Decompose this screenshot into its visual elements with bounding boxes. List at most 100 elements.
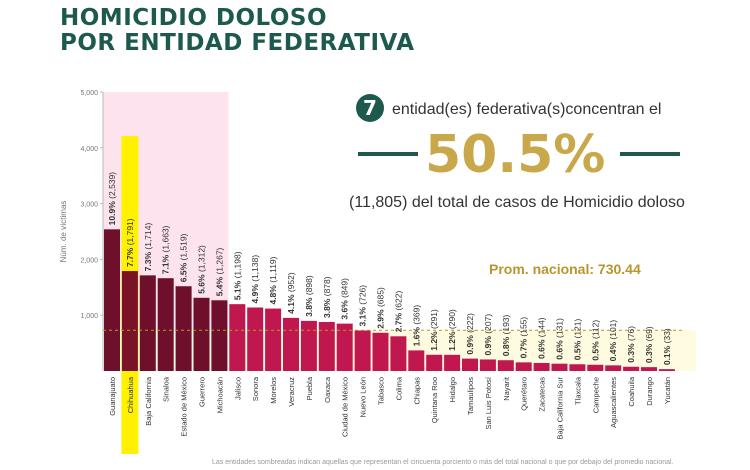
category-label: Baja California Sur xyxy=(556,376,565,439)
category-label: Coahuila xyxy=(627,376,636,406)
data-label: 0.7% (155) xyxy=(519,317,529,359)
bar xyxy=(139,275,156,371)
data-label: 0.3% (69) xyxy=(644,326,654,363)
national-average-label: Prom. nacional: 730.44 xyxy=(489,261,641,277)
data-label: 1.2% (290) xyxy=(447,309,457,351)
category-label: Nayarit xyxy=(502,376,511,401)
data-label: 4.8% (1,119) xyxy=(268,256,278,304)
footnote: Las entidades sombreadas indican aquella… xyxy=(212,459,674,466)
title-line-1: HOMICIDIO DOLOSO xyxy=(60,5,328,31)
data-label: 2.9% (685) xyxy=(376,287,386,329)
bar xyxy=(623,366,640,371)
bar xyxy=(247,307,264,371)
category-label: Tlaxcala xyxy=(573,376,582,405)
data-label: 3.6% (849) xyxy=(340,278,350,320)
data-label: 3.8% (898) xyxy=(304,275,314,317)
bar xyxy=(426,354,443,371)
count-text: entidad(es) federativa(s)concentran el xyxy=(392,101,662,118)
decorative-line-right xyxy=(620,152,680,156)
bar xyxy=(587,364,604,371)
data-label: 2.7% (622) xyxy=(393,291,403,333)
category-label: Estado de México xyxy=(180,377,189,437)
data-label: 5.6% (1,312) xyxy=(197,245,207,294)
concentration-percent: 50.5% xyxy=(425,125,606,185)
bar xyxy=(121,271,138,371)
data-label: 1.6% (369) xyxy=(411,305,421,347)
category-label: Querétaro xyxy=(520,377,529,411)
bar xyxy=(658,369,675,371)
y-tick-label: 5,000 xyxy=(80,90,98,97)
category-label: Guanajuato xyxy=(108,377,117,416)
y-tick-label: 4,000 xyxy=(80,146,98,153)
count-badge: 7 xyxy=(356,94,384,122)
bar xyxy=(569,364,586,371)
y-axis-label: Núm. de víctimas xyxy=(59,201,68,263)
bar xyxy=(551,363,568,371)
category-label: Hidalgo xyxy=(448,377,457,402)
decorative-line-left xyxy=(358,152,418,156)
category-label: Chihuahua xyxy=(126,376,135,413)
category-label: Chiapas xyxy=(412,377,421,405)
bar xyxy=(265,308,282,371)
data-label: 0.6% (144) xyxy=(537,317,547,359)
category-label: Sonora xyxy=(251,376,260,401)
category-label: Morelos xyxy=(269,377,278,404)
y-tick-label: 1,000 xyxy=(80,313,98,320)
bar xyxy=(408,350,425,371)
category-label: Campeche xyxy=(591,377,600,413)
data-label: 3.1% (726) xyxy=(358,285,368,327)
data-label: 0.5% (121) xyxy=(572,318,582,360)
bar xyxy=(318,322,335,371)
bar xyxy=(211,300,228,371)
category-label: Colima xyxy=(394,376,403,400)
data-label: 3.8% (878) xyxy=(322,276,332,318)
bar xyxy=(175,286,192,371)
data-label: 4.9% (1,138) xyxy=(250,255,260,304)
bar xyxy=(193,297,210,371)
bar xyxy=(462,358,478,371)
data-label: 0.9% (207) xyxy=(483,314,493,356)
bar xyxy=(157,278,174,371)
bar xyxy=(515,362,532,371)
category-label: Quintana Roo xyxy=(430,377,439,423)
category-label: Guerrero xyxy=(198,377,207,407)
category-label: Sinaloa xyxy=(162,376,171,402)
category-label: Puebla xyxy=(305,376,314,400)
bar xyxy=(605,365,622,371)
bar xyxy=(497,360,514,371)
bar xyxy=(300,320,317,371)
bar xyxy=(390,336,407,371)
title-line-2: POR ENTIDAD FEDERATIVA xyxy=(60,30,415,56)
data-label: 0.1% (33) xyxy=(662,328,672,365)
data-label: 0.6% (131) xyxy=(555,318,565,360)
data-label: 0.4% (101) xyxy=(608,320,618,362)
data-label: 1.2% (291) xyxy=(429,309,439,351)
bar xyxy=(229,304,246,371)
data-label: 0.9% (222) xyxy=(465,313,475,355)
bar xyxy=(283,317,299,371)
bar xyxy=(479,359,496,371)
category-label: Tabasco xyxy=(377,377,386,405)
bar xyxy=(354,330,371,371)
cases-text: (11,805) del total de casos de Homicidio… xyxy=(349,194,685,211)
bar xyxy=(104,229,120,371)
data-label: 4.1% (952) xyxy=(286,272,296,314)
data-label: 7.1% (1,663) xyxy=(161,225,171,274)
category-label: Ciudad de México xyxy=(341,377,350,437)
category-label: Zacatecas xyxy=(538,377,547,412)
category-label: Yucatán xyxy=(663,377,672,404)
category-label: Baja California xyxy=(144,376,153,426)
bar xyxy=(533,362,550,371)
data-label: 0.8% (193) xyxy=(501,314,511,356)
data-label: 10.9% (2,539) xyxy=(107,172,117,226)
category-label: San Luis Potosí xyxy=(484,376,493,429)
bar xyxy=(641,367,657,371)
bar xyxy=(336,323,353,371)
data-label: 7.7% (1,791) xyxy=(125,218,135,267)
category-label: Durango xyxy=(645,377,654,406)
data-label: 6.5% (1,519) xyxy=(179,233,189,282)
bar xyxy=(372,332,389,371)
category-label: Tamaulipos xyxy=(466,377,475,415)
page-title: HOMICIDIO DOLOSO POR ENTIDAD FEDERATIVA xyxy=(60,6,415,56)
